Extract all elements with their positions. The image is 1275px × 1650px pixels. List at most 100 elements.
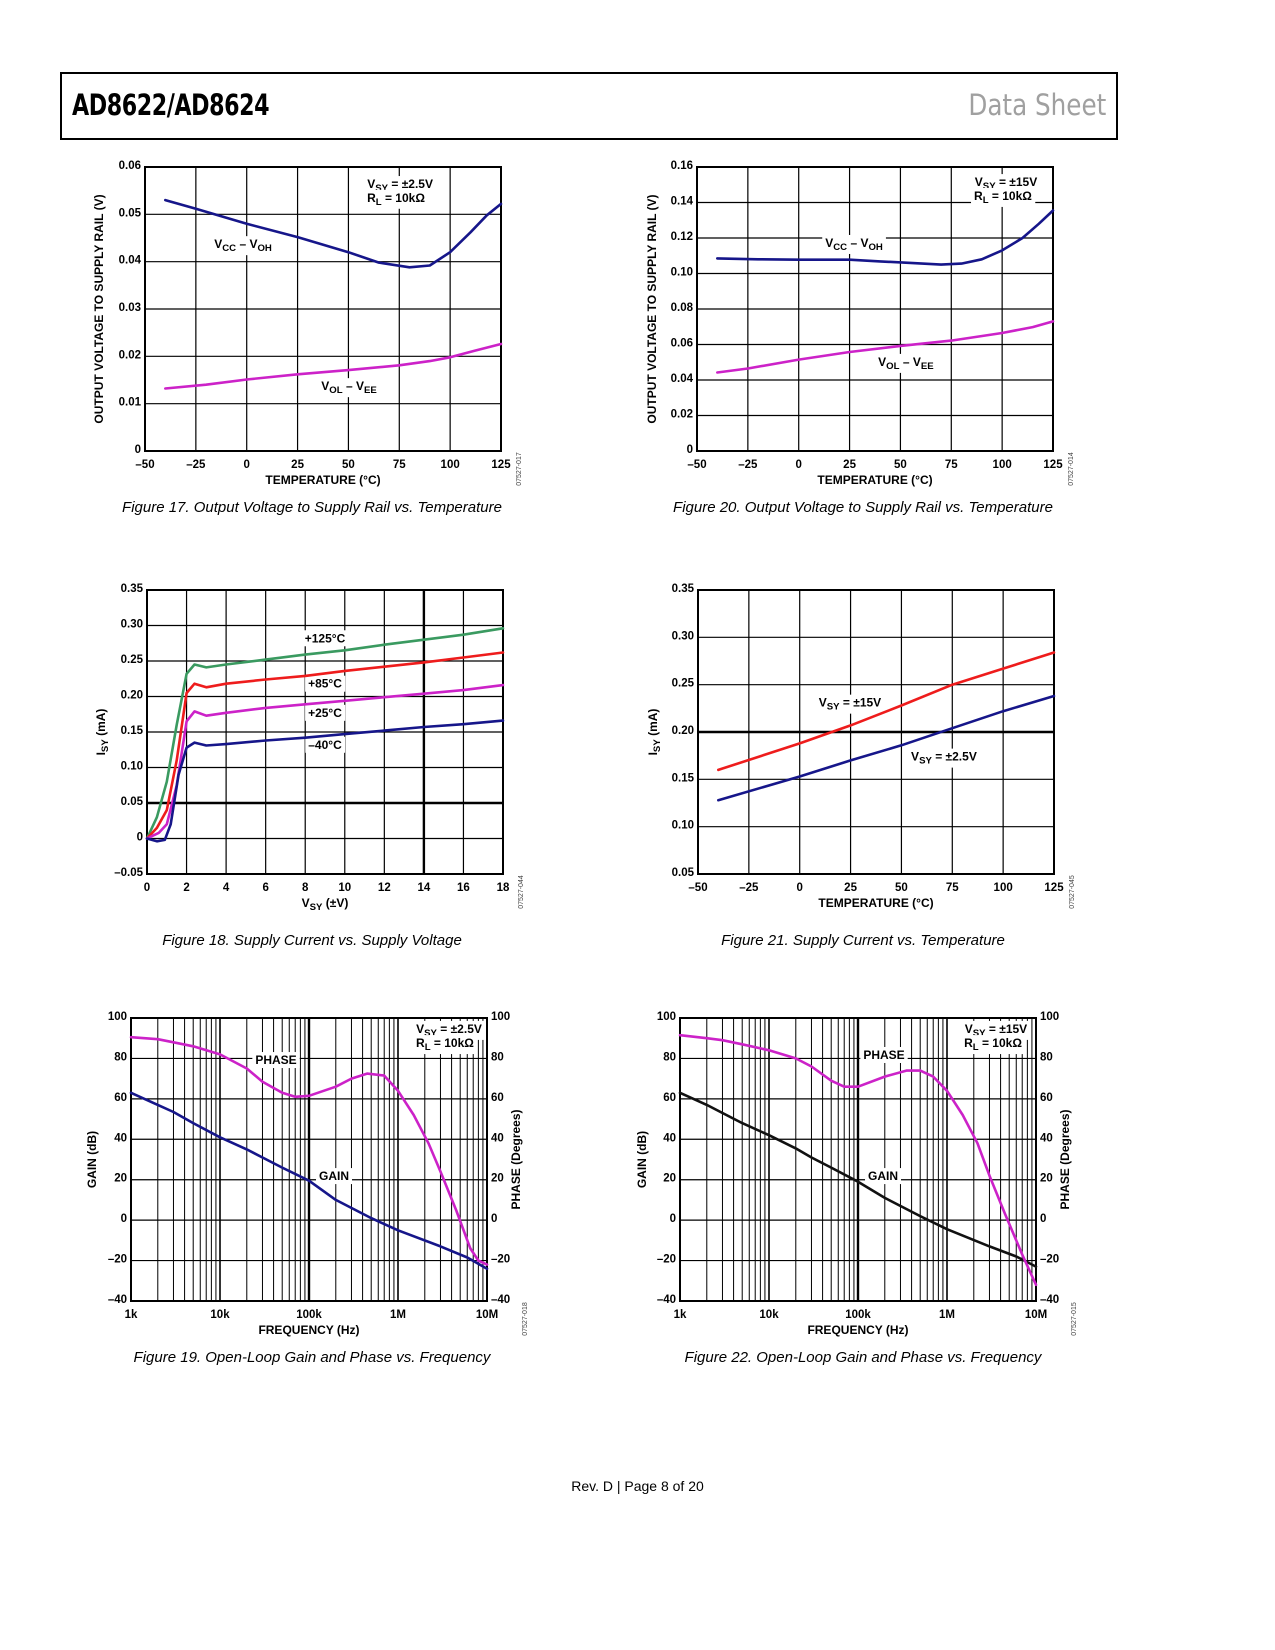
y-axis-title: ISY (mA) — [646, 709, 663, 756]
text-run: V — [975, 175, 983, 189]
x-axis-title: FREQUENCY (Hz) — [807, 1323, 908, 1337]
chart-annotation: VOL – VEE — [321, 379, 377, 396]
chart-annotation: VSY = ±2.5V — [911, 750, 977, 767]
annotation-background — [211, 236, 275, 256]
y-axis-title: ISY (mA) — [94, 709, 111, 756]
plot-frame — [144, 166, 502, 452]
text-run: (mA) — [646, 709, 660, 740]
y-tick-label: 0.05 — [119, 207, 142, 219]
subscript: EE — [364, 385, 377, 396]
x-tick-label: 1k — [674, 1309, 687, 1321]
y-tick-label: 0.04 — [671, 373, 694, 385]
text-run: V — [214, 237, 222, 251]
annotations: V SY = ±15V VSY = ±2.5V — [815, 694, 980, 768]
y-tick-label: 0.30 — [672, 630, 694, 642]
y2-tick-label: –20 — [1040, 1254, 1059, 1266]
y-tick-label: 0.20 — [672, 725, 694, 737]
subscript: SY — [310, 902, 323, 913]
text-run: = ±2.5V — [437, 1022, 482, 1036]
chart-annotation: +85°C — [308, 677, 342, 691]
x-tick-label: 25 — [843, 459, 856, 471]
text-run: V — [825, 236, 833, 250]
chart-annotation: +125°C — [305, 631, 346, 645]
annotation-background — [815, 694, 885, 714]
gridlines — [697, 589, 1055, 875]
y-tick-label: 0 — [670, 1213, 676, 1225]
y-tick-label: –20 — [657, 1254, 676, 1266]
x-tick-label: 25 — [844, 882, 857, 894]
plot-frame — [697, 589, 1055, 875]
y2-tick-label: 20 — [1040, 1173, 1053, 1185]
chart-annotation: PHASE — [255, 1053, 296, 1067]
x-tick-label: 50 — [895, 882, 908, 894]
y-tick-label: 0.15 — [672, 772, 695, 784]
series-line — [164, 198, 503, 269]
text-run: V — [416, 1022, 424, 1036]
chart-annotation: VSY = ±2.5V — [367, 177, 433, 194]
chart-annotation: VSY = ±15V — [965, 1022, 1027, 1039]
y-tick-label: 0.02 — [119, 349, 141, 361]
figure-caption: Figure 18. Supply Current vs. Supply Vol… — [162, 932, 462, 949]
y-tick-label: 0.16 — [671, 160, 693, 172]
y-tick-label: 20 — [114, 1173, 127, 1185]
x-tick-label: 1M — [939, 1309, 955, 1321]
x-tick-label: 0 — [144, 882, 150, 894]
x-tick-label: 14 — [417, 882, 430, 894]
y-tick-label: 0.08 — [671, 302, 694, 314]
x-tick-label: 75 — [946, 882, 959, 894]
subscript: CC — [833, 242, 847, 253]
annotation-background — [413, 1035, 478, 1055]
text-run: +25°C — [308, 706, 342, 720]
subscript: OL — [329, 385, 342, 396]
x-tick-label: –50 — [135, 459, 154, 471]
figure-caption: Figure 17. Output Voltage to Supply Rail… — [122, 499, 502, 516]
y-tick-label: 0.14 — [671, 196, 694, 208]
subscript: L — [973, 1042, 979, 1053]
y-tick-label: 80 — [114, 1051, 127, 1063]
subscript: EE — [921, 361, 934, 372]
y-tick-label: 0.35 — [672, 583, 695, 595]
text-run: = ±2.5V — [932, 750, 977, 764]
chart-annotation: VSY = ±15V — [975, 175, 1037, 192]
y2-tick-label: 0 — [491, 1213, 497, 1225]
y-tick-label: 0.25 — [672, 678, 695, 690]
y-tick-label: 0.05 — [121, 796, 144, 808]
text-run: V — [911, 750, 919, 764]
y2-tick-label: 60 — [1040, 1092, 1053, 1104]
annotation-background — [252, 1052, 300, 1069]
x-tick-label: 12 — [378, 882, 391, 894]
subscript: L — [983, 195, 989, 206]
y-axis-title: GAIN (dB) — [85, 1131, 99, 1188]
y-tick-label: 0.20 — [121, 690, 143, 702]
text-run: = 10kΩ — [979, 1036, 1023, 1050]
document-title: AD8622/AD8624 — [72, 88, 270, 122]
y-axis-title: GAIN (dB) — [635, 1131, 649, 1188]
chart-annotation: RL = 10kΩ — [974, 189, 1032, 206]
y-tick-label: –20 — [108, 1254, 127, 1266]
y2-tick-label: 40 — [491, 1132, 504, 1144]
text-run: = ±15V — [840, 696, 882, 710]
x-tick-label: 2 — [183, 882, 189, 894]
y-axis-title: OUTPUT VOLTAGE TO SUPPLY RAIL (V) — [92, 194, 106, 423]
y2-tick-label: –20 — [491, 1254, 510, 1266]
figure-caption: Figure 22. Open-Loop Gain and Phase vs. … — [685, 1349, 1043, 1366]
x-tick-label: 10M — [1025, 1309, 1047, 1321]
text-run: V — [965, 1022, 973, 1036]
figure-caption: Figure 20. Output Voltage to Supply Rail… — [673, 499, 1053, 516]
y2-tick-label: 60 — [491, 1092, 504, 1104]
text-run: –40°C — [308, 738, 342, 752]
series-line — [129, 1091, 489, 1270]
y2-tick-label: 0 — [1040, 1213, 1046, 1225]
y2-tick-label: 80 — [1040, 1051, 1053, 1063]
y-tick-label: 0.35 — [121, 583, 144, 595]
text-run: V — [302, 896, 310, 910]
subscript: SY — [424, 1028, 437, 1039]
subscript: SY — [827, 702, 840, 713]
text-run: I — [94, 752, 108, 755]
subscript: SY — [652, 739, 663, 752]
chart-annotation: VCC – VOH — [214, 237, 272, 254]
chart-annotation: –40°C — [308, 738, 342, 752]
